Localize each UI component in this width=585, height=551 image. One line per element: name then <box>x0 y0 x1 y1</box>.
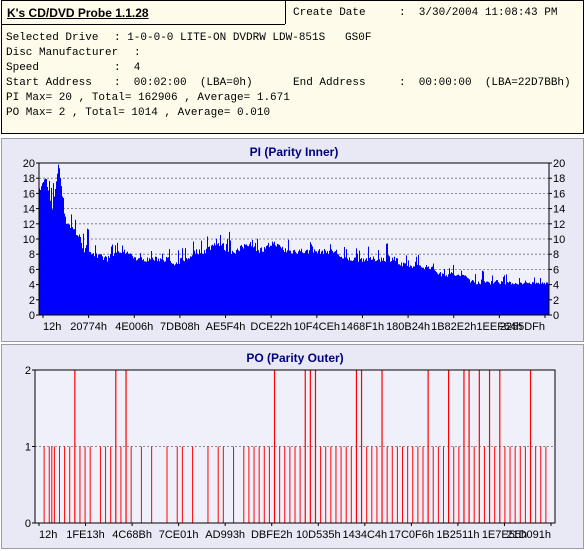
disc-manufacturer-value: : <box>134 47 141 59</box>
y-tick-label: 14 <box>23 204 35 216</box>
x-tick-label: 7DB08h <box>160 321 200 333</box>
chart-title: PI (Parity Inner) <box>250 145 339 159</box>
y-tick-label: 6 <box>29 264 35 276</box>
y-tick-label: 1 <box>25 442 31 454</box>
y-tick-label: 10 <box>23 234 35 246</box>
y-tick-label-right: 8 <box>553 249 559 261</box>
x-tick-label: 1E7E55h <box>482 529 527 541</box>
y-tick-label-right: 20 <box>553 158 565 170</box>
y-tick-label: 2 <box>25 365 31 377</box>
x-tick-label: 1B82E2h <box>431 321 476 333</box>
create-date-label: Create Date <box>293 7 366 19</box>
y-tick-label: 0 <box>29 310 35 322</box>
y-tick-label: 12 <box>23 219 35 231</box>
selected-drive-label: Selected Drive <box>6 32 99 44</box>
x-tick-label: AD993h <box>205 529 245 541</box>
selected-drive-value: : 1-0-0-0 LITE-ON DVDRW LDW-851S GS0F <box>114 32 372 44</box>
x-tick-label: 12h <box>39 529 57 541</box>
x-tick-label: 4C68Bh <box>112 529 152 541</box>
y-tick-label: 8 <box>29 249 35 261</box>
start-address-label: Start Address <box>6 77 92 89</box>
y-tick-label-right: 18 <box>553 173 565 185</box>
x-tick-label: AE5F4h <box>206 321 246 333</box>
end-address-label: End Address <box>293 77 366 89</box>
disc-manufacturer-label: Disc Manufacturer <box>6 47 119 59</box>
pi-summary: PI Max= 20 , Total= 162906 , Average= 1.… <box>6 92 290 104</box>
plot-border <box>38 162 550 316</box>
y-tick-label: 2 <box>29 295 35 307</box>
speed-value: : 4 <box>114 62 141 74</box>
po-chart-panel: PO (Parity Outer) 0 1 2 12h 1FE13h 4C68Bh 7CE01… <box>1 344 584 549</box>
y-tick-label-right: 0 <box>553 310 559 322</box>
x-tick-label: 1EEF64h <box>476 321 522 333</box>
y-tick-label-right: 4 <box>553 280 559 292</box>
pi-series <box>39 164 549 315</box>
x-tick-label: 10D535h <box>296 529 341 541</box>
app-title: K's CD/DVD Probe 1.1.28 <box>7 6 149 20</box>
y-tick-label-right: 2 <box>553 295 559 307</box>
x-tick-label: 10F4CEh <box>294 321 340 333</box>
create-date-value: : 3/30/2004 11:08:43 PM <box>399 7 558 19</box>
y-tick-label-right: 12 <box>553 219 565 231</box>
y-tick-label-right: 10 <box>553 234 565 246</box>
x-tick-label: 12h <box>43 321 61 333</box>
y-tick-label: 18 <box>23 173 35 185</box>
y-tick-label: 16 <box>23 188 35 200</box>
x-tick-label: DBFE2h <box>251 529 293 541</box>
x-tick-label: 2255DFh <box>500 321 545 333</box>
chart-title: PO (Parity Outer) <box>246 351 343 365</box>
pi-chart: PI (Parity Inner) 0 0 2 2 4 4 6 6 8 8 10 10 12 12 14 14 1… <box>23 145 566 333</box>
x-tick-label: 1FE13h <box>66 529 105 541</box>
pi-chart-panel: PI (Parity Inner) 0 0 2 2 4 4 6 6 8 8 10 10 12 12 14 14 1… <box>1 138 584 342</box>
start-address-value: : 00:02:00 (LBA=0h) <box>114 77 253 89</box>
po-chart: PO (Parity Outer) 0 1 2 12h 1FE13h 4C68Bh 7CE01… <box>25 351 556 541</box>
x-tick-label: 180B24h <box>386 321 430 333</box>
x-tick-label: 21D091h <box>506 529 551 541</box>
po-series <box>43 370 547 523</box>
y-tick-label: 0 <box>25 518 31 530</box>
x-tick-label: 1468F1h <box>341 321 384 333</box>
x-tick-label: 1B2511h <box>436 529 479 541</box>
po-summary: PO Max= 2 , Total= 1014 , Average= 0.010 <box>6 107 271 119</box>
y-tick-label: 4 <box>29 280 35 292</box>
y-tick-label-right: 14 <box>553 204 565 216</box>
info-panel: K's CD/DVD Probe 1.1.28 Create Date : 3/… <box>1 0 584 134</box>
x-tick-label: 17C0F6h <box>389 529 434 541</box>
y-tick-label: 20 <box>23 158 35 170</box>
x-tick-label: 20774h <box>70 321 107 333</box>
x-tick-label: 7CE01h <box>159 529 199 541</box>
y-tick-label-right: 16 <box>553 188 565 200</box>
y-tick-label-right: 6 <box>553 264 559 276</box>
end-address-value: : 00:00:00 (LBA=22D7BBh) <box>399 77 571 89</box>
x-tick-label: DCE22h <box>250 321 292 333</box>
title-rule <box>2 24 285 25</box>
title-rule-vertical <box>285 1 286 24</box>
x-tick-label: 4E006h <box>115 321 153 333</box>
x-tick-label: 1434C4h <box>342 529 387 541</box>
speed-label: Speed <box>6 62 40 74</box>
plot-border <box>34 369 556 524</box>
